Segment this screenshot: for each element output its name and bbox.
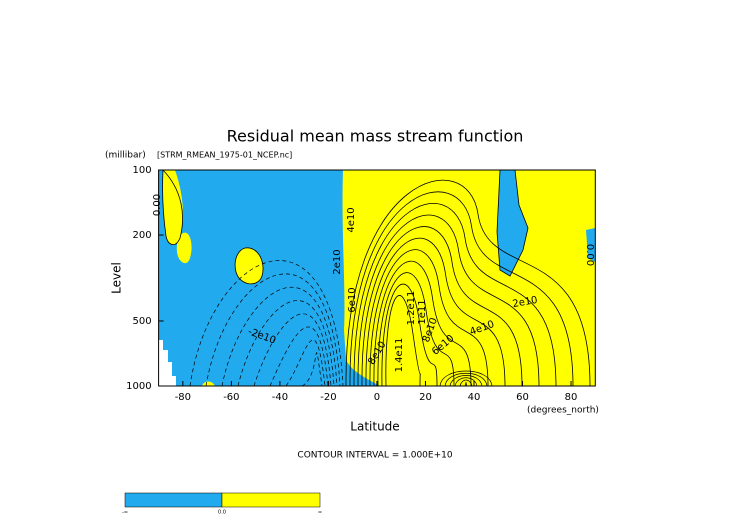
contour-line [237,300,335,387]
contour-line [301,352,323,387]
y-tick-label: 200 [133,230,152,241]
contour-label: 4e10 [346,207,357,232]
contour-line [459,379,473,387]
contour-interval: CONTOUR INTERVAL = 1.000E+10 [297,451,452,461]
x-tick-label: -40 [272,392,288,403]
contour-line [365,237,506,387]
y-tick-label: 1000 [126,381,151,392]
x-tick-label: 0 [374,392,380,403]
x-tick-label: 40 [468,392,481,403]
positive-region [162,170,183,245]
contour-line [357,214,540,387]
contour-label: 1e11 [417,299,428,324]
negative-region [586,228,596,262]
colorbar-positive [221,492,321,508]
colorbar-label: ∞ [318,510,322,516]
contour-label: 6e10 [347,287,358,312]
negative-region [497,170,528,276]
positive-region [176,232,192,264]
y-unit: (millibar) [105,151,146,161]
contour-line [454,377,478,387]
contour-line [221,286,338,387]
contour-line [449,375,483,387]
contour-label: 1.4e11 [394,338,405,373]
contour-line [162,169,529,285]
contour-label: 0.00 [152,194,163,216]
contour-line [205,273,341,387]
contour-line [381,283,438,387]
x-tick-label: 20 [419,392,432,403]
colorbar-negative [124,492,223,508]
contour-line [377,272,455,387]
colorbar-label: 0.0 [218,510,226,516]
y-axis-label: Level [110,262,124,294]
x-tick-label: -20 [320,392,336,403]
contour-line [269,326,329,387]
contour-line [444,373,488,387]
contour-line [464,381,468,387]
contour-line [385,295,421,387]
contour-line [253,313,332,387]
positive-region [235,247,264,284]
contour-line [353,203,557,387]
contour-label: 0.00 [584,244,595,266]
x-tick-label: -60 [223,392,239,403]
contour-label: 2e10 [332,249,343,274]
contour-line [373,260,472,387]
x-unit: (degrees_north) [527,406,599,416]
x-tick-label: -80 [175,392,191,403]
contour-line [369,249,489,387]
contour-line [361,226,523,387]
positive-region [202,381,215,386]
colorbar-label: -∞ [122,510,128,516]
x-axis-label: Latitude [350,420,399,434]
y-tick-label: 500 [133,316,152,327]
contour-label: 2e10 [512,295,539,310]
x-tick-label: 80 [565,392,578,403]
y-tick-label: 100 [133,165,152,176]
contour-line [285,339,326,387]
chart-title: Residual mean mass stream function [227,127,524,146]
missing-region [158,340,176,386]
subtitle: [STRM_RMEAN_1975-01_NCEP.nc] [157,151,292,160]
x-tick-label: 60 [516,392,529,403]
contour-line [345,179,591,387]
contour-label: 1.2e11 [406,291,417,326]
contour-field [158,169,596,387]
contour-line [189,260,344,387]
contour-line [439,370,493,387]
contour-line [349,191,574,387]
